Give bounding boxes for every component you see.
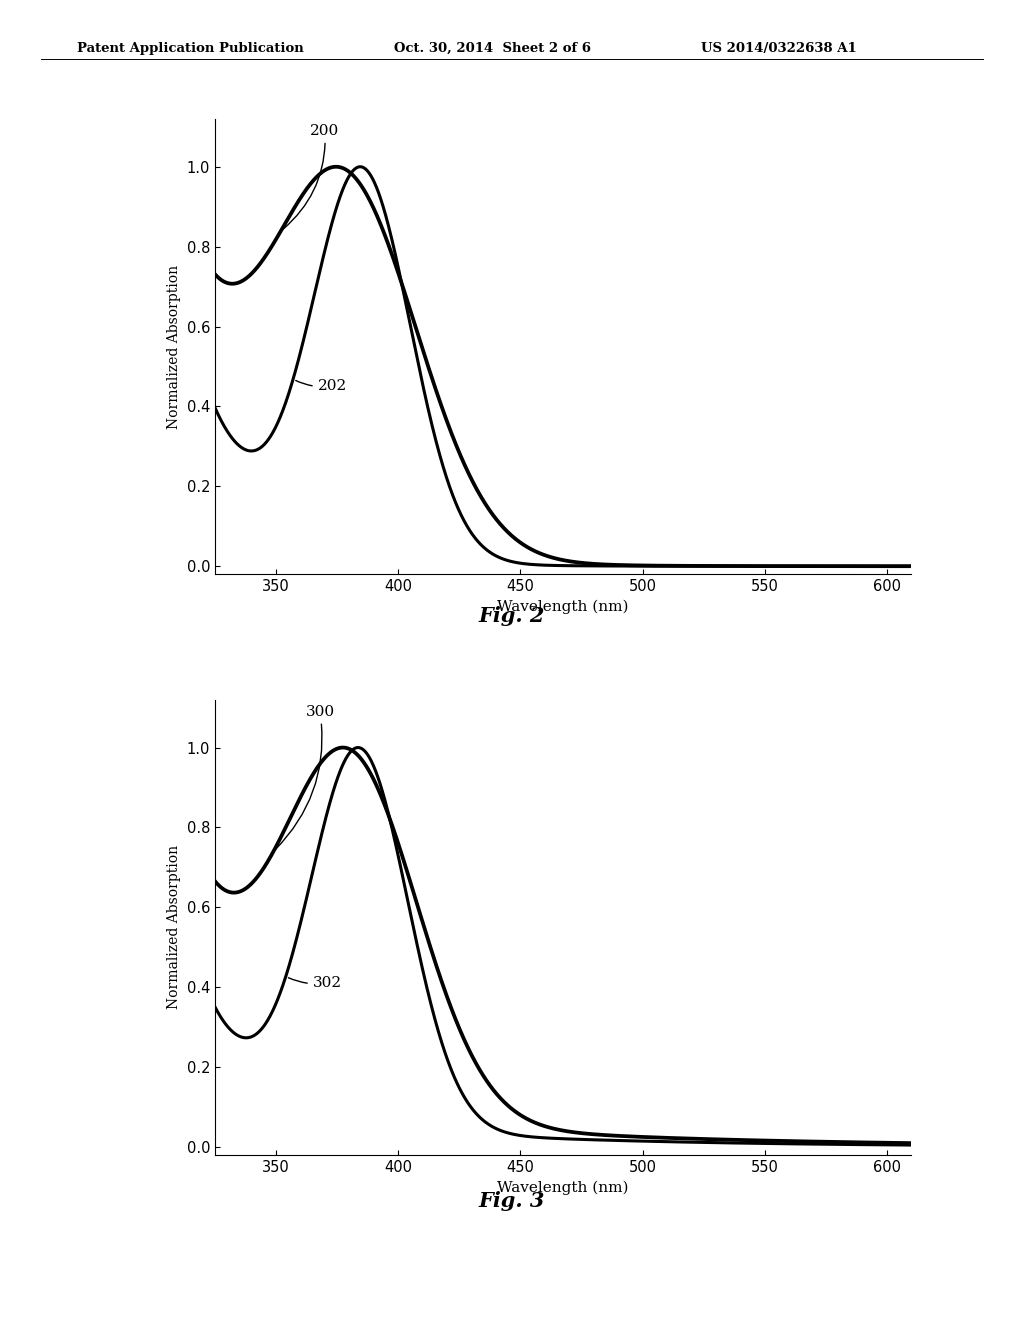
- Y-axis label: Normalized Absorption: Normalized Absorption: [167, 264, 181, 429]
- Text: 300: 300: [275, 705, 335, 849]
- X-axis label: Wavelength (nm): Wavelength (nm): [498, 1180, 629, 1195]
- Text: US 2014/0322638 A1: US 2014/0322638 A1: [701, 42, 857, 55]
- Y-axis label: Normalized Absorption: Normalized Absorption: [167, 845, 181, 1010]
- Text: Oct. 30, 2014  Sheet 2 of 6: Oct. 30, 2014 Sheet 2 of 6: [394, 42, 591, 55]
- X-axis label: Wavelength (nm): Wavelength (nm): [498, 599, 629, 614]
- Text: Fig. 2: Fig. 2: [479, 606, 545, 627]
- Text: Fig. 3: Fig. 3: [479, 1191, 545, 1212]
- Text: 200: 200: [283, 124, 340, 230]
- Text: 302: 302: [289, 977, 342, 990]
- Text: Patent Application Publication: Patent Application Publication: [77, 42, 303, 55]
- Text: 202: 202: [296, 379, 347, 393]
